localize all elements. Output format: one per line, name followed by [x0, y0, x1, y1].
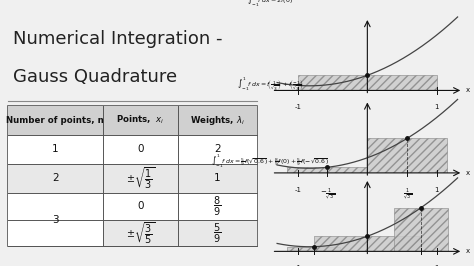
Text: 0: 0: [137, 144, 144, 154]
Text: $\int_{-1}^{1} f\,dx = \frac{5}{9}f(\sqrt{0.6})+\frac{8}{9}f(0)+\frac{5}{9}f(-\s: $\int_{-1}^{1} f\,dx = \frac{5}{9}f(\sqr…: [211, 154, 329, 171]
Text: $\dfrac{8}{9}$: $\dfrac{8}{9}$: [213, 195, 222, 218]
Text: $\pm\sqrt{\dfrac{1}{3}}$: $\pm\sqrt{\dfrac{1}{3}}$: [126, 165, 155, 191]
Bar: [103, 135, 178, 164]
Text: Gauss Quadrature: Gauss Quadrature: [13, 68, 177, 86]
Bar: [314, 236, 421, 251]
Bar: [8, 106, 103, 135]
Text: 0: 0: [137, 201, 144, 211]
Text: Points,  $x_i$: Points, $x_i$: [116, 114, 164, 126]
Bar: [178, 135, 257, 164]
Text: $\int_{-1}^{1} f\,dx = f\!\left(\frac{1}{\sqrt{3}}\right)+f\!\left(\frac{-1}{\sq: $\int_{-1}^{1} f\,dx = f\!\left(\frac{1}…: [237, 76, 304, 92]
Text: $-\frac{1}{\sqrt{3}}$: $-\frac{1}{\sqrt{3}}$: [319, 187, 335, 202]
Text: x: x: [466, 88, 470, 93]
Text: $\frac{1}{\sqrt{3}}$: $\frac{1}{\sqrt{3}}$: [403, 187, 412, 202]
Bar: [103, 220, 178, 246]
Bar: [103, 193, 178, 220]
Text: Number of points, n: Number of points, n: [7, 116, 104, 125]
Text: x: x: [466, 170, 470, 176]
Text: -1: -1: [294, 265, 301, 266]
Text: 1: 1: [214, 173, 221, 183]
Text: $\pm\sqrt{\dfrac{3}{5}}$: $\pm\sqrt{\dfrac{3}{5}}$: [126, 220, 155, 246]
Bar: [8, 106, 257, 246]
Text: 2: 2: [52, 173, 59, 183]
Bar: [287, 247, 340, 251]
Bar: [367, 138, 447, 173]
Text: 3: 3: [52, 215, 59, 225]
Text: $\int_{-1}^{1} f\,dx = 2f(0)$: $\int_{-1}^{1} f\,dx = 2f(0)$: [247, 0, 293, 9]
Bar: [8, 135, 103, 164]
Text: 1: 1: [435, 104, 439, 110]
Bar: [287, 167, 367, 173]
Text: -1: -1: [294, 104, 301, 110]
Bar: [8, 164, 103, 193]
Text: 1: 1: [435, 187, 439, 193]
Bar: [178, 193, 257, 220]
Bar: [178, 164, 257, 193]
Text: x: x: [466, 248, 470, 254]
Bar: [103, 106, 178, 135]
Text: $-\sqrt{0.6}$: $-\sqrt{0.6}$: [301, 265, 326, 266]
Text: 2: 2: [214, 144, 221, 154]
Bar: [178, 220, 257, 246]
Bar: [103, 164, 178, 193]
Text: 1: 1: [435, 265, 439, 266]
Text: Weights, $\lambda_i$: Weights, $\lambda_i$: [190, 114, 245, 127]
Bar: [394, 208, 448, 251]
Text: -1: -1: [294, 187, 301, 193]
Text: $\dfrac{5}{9}$: $\dfrac{5}{9}$: [213, 222, 222, 244]
Bar: [178, 106, 257, 135]
Text: 1: 1: [52, 144, 59, 154]
Text: $\sqrt{0.6}$: $\sqrt{0.6}$: [411, 265, 431, 266]
Bar: [8, 193, 103, 246]
Bar: [298, 75, 437, 90]
Text: Numerical Integration -: Numerical Integration -: [13, 30, 223, 48]
